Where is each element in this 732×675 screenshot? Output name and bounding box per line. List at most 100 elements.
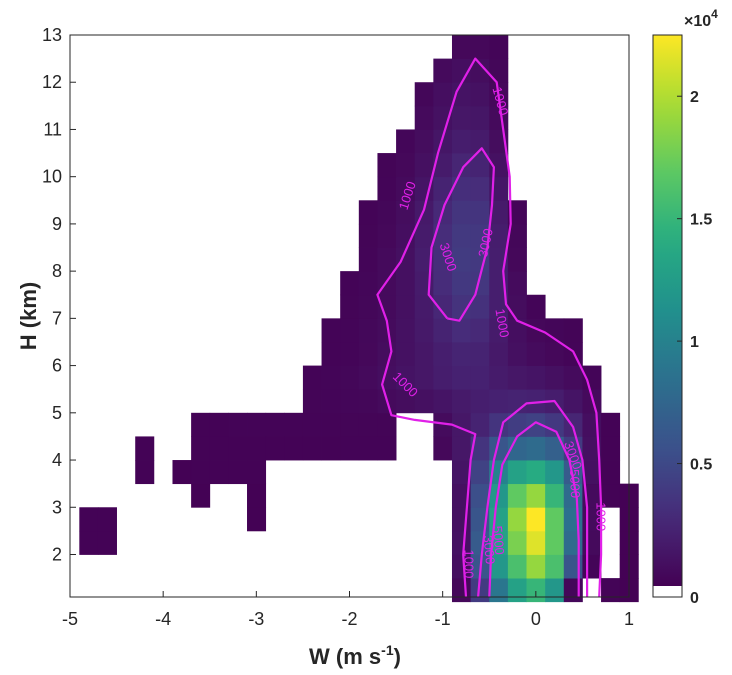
heatmap-cell: [191, 412, 211, 437]
heatmap-cell: [209, 412, 229, 437]
contour-label: 3000: [481, 535, 498, 565]
heatmap-cell: [135, 436, 155, 461]
y-tick-label: 8: [52, 261, 62, 281]
x-tick-label: 0: [531, 609, 541, 629]
contour-line-5000: [488, 421, 580, 598]
y-tick-label: 11: [43, 119, 62, 139]
heatmap-cell: [433, 82, 453, 107]
heatmap-cell: [489, 389, 509, 414]
heatmap-cell: [507, 483, 527, 508]
heatmap-cell: [451, 436, 472, 461]
heatmap-cell: [358, 318, 378, 343]
heatmap-cell: [507, 271, 527, 296]
heatmap-cell: [489, 554, 509, 579]
heatmap-cell: [433, 129, 453, 154]
heatmap-cell: [396, 153, 416, 178]
heatmap-cell: [489, 578, 509, 603]
heatmap-cell: [470, 460, 490, 485]
heatmap-cell: [470, 389, 490, 414]
heatmap-cell: [321, 365, 341, 390]
heatmap-cell: [489, 365, 509, 390]
heatmap-cell: [582, 554, 602, 579]
heatmap-cell: [284, 412, 304, 437]
heatmap-cell: [545, 483, 565, 508]
heatmap-cell: [470, 436, 490, 461]
heatmap-cell: [526, 436, 546, 461]
heatmap-cell: [396, 129, 416, 154]
heatmap-cell: [489, 341, 509, 366]
x-tick-label: 1: [624, 609, 634, 629]
heatmap-cell: [191, 460, 211, 485]
heatmap-cell: [358, 436, 378, 461]
heatmap-cell: [582, 530, 602, 555]
x-tick-label: -1: [435, 609, 451, 629]
heatmap-cell: [433, 341, 453, 366]
heatmap-cell: [433, 389, 453, 414]
colorbar-ticks: 0 0.5 1 1.5 2: [677, 89, 712, 607]
heatmap-cell: [247, 412, 267, 437]
heatmap-cell: [396, 176, 416, 201]
colorbar-frame: [652, 34, 683, 598]
heatmap-cell: [545, 365, 565, 390]
heatmap-cell: [526, 389, 546, 414]
heatmap-cell: [433, 412, 453, 437]
contour-label: 1000: [594, 502, 609, 531]
heatmap-cell: [451, 176, 472, 201]
heatmap-cell: [470, 35, 490, 60]
heatmap-cell: [470, 578, 490, 603]
heatmap-cell: [414, 389, 434, 414]
heatmap-cell: [470, 200, 490, 225]
heatmap-cell: [321, 389, 341, 414]
heatmap-cell: [470, 176, 490, 201]
heatmap-cell: [526, 365, 546, 390]
y-axis-label: H (km): [16, 282, 41, 350]
heatmap-cell: [489, 318, 509, 343]
heatmap-cell: [451, 318, 472, 343]
contour-line-1000: [376, 57, 603, 598]
y-tick-label: 13: [42, 25, 62, 45]
heatmap-cell: [451, 341, 472, 366]
colorbar-tick-label: 1.5: [690, 212, 712, 229]
heatmap-cell: [247, 436, 267, 461]
heatmap-cell: [302, 389, 322, 414]
heatmap-cell: [321, 318, 341, 343]
heatmap-cell: [396, 200, 416, 225]
x-tick-label: -4: [155, 609, 171, 629]
heatmap-cell: [451, 460, 472, 485]
heatmap-cell: [414, 223, 434, 248]
heatmap-cell: [489, 35, 509, 60]
heatmap-cell: [433, 153, 453, 178]
heatmap-cell: [396, 341, 416, 366]
colorbar-tick-label: 2: [690, 89, 699, 106]
heatmap-cell: [470, 271, 490, 296]
heatmap-cell: [414, 82, 434, 107]
heatmap-cell: [489, 200, 509, 225]
heatmap-cell: [302, 412, 322, 437]
heatmap-cell: [414, 105, 434, 130]
heatmap-cell: [358, 294, 378, 319]
contour-label: 1000: [492, 308, 512, 339]
heatmap-cell: [526, 318, 546, 343]
heatmap-cell: [526, 412, 546, 437]
heatmap-cell: [470, 153, 490, 178]
heatmap-cell: [526, 507, 546, 532]
heatmap-cell: [507, 341, 527, 366]
heatmap-cell: [507, 318, 527, 343]
heatmap-cell: [414, 294, 434, 319]
heatmap-cell: [340, 341, 360, 366]
heatmap-cell: [582, 389, 602, 414]
heatmap-cell: [321, 436, 341, 461]
heatmap-cell: [433, 176, 453, 201]
heatmap-cell: [377, 200, 397, 225]
y-tick-label: 6: [52, 356, 62, 376]
heatmap-cell: [358, 247, 378, 272]
y-tick-label: 4: [52, 450, 62, 470]
heatmap-cells: [79, 35, 639, 603]
heatmap-cell: [358, 271, 378, 296]
contour-label: 5000: [567, 469, 583, 498]
heatmap-cell: [340, 412, 360, 437]
heatmap-cell: [396, 389, 416, 414]
heatmap-cell: [433, 294, 453, 319]
heatmap-cell: [470, 105, 490, 130]
